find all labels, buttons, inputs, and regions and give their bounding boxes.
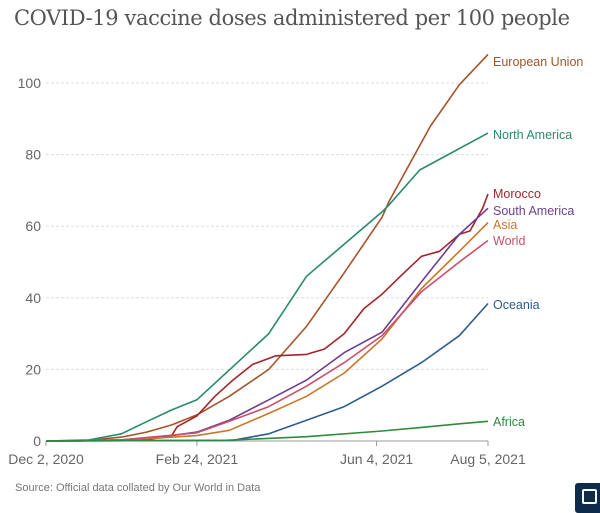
chart-title: COVID-19 vaccine doses administered per … xyxy=(14,6,570,30)
y-tick-label: 100 xyxy=(18,75,42,91)
y-tick-label: 40 xyxy=(25,290,41,306)
series-label: Morocco xyxy=(493,187,541,201)
series-line-world xyxy=(45,239,489,442)
y-tick-label: 60 xyxy=(25,218,41,234)
y-tick-label: 80 xyxy=(25,147,41,163)
x-tick-label: Feb 24, 2021 xyxy=(156,451,239,467)
series-label: Africa xyxy=(493,415,525,429)
series-label: World xyxy=(493,234,525,248)
x-tick-label: Jun 4, 2021 xyxy=(340,451,413,467)
series-label: North America xyxy=(493,128,572,142)
x-tick-label: Aug 5, 2021 xyxy=(450,451,526,467)
y-tick-label: 20 xyxy=(25,361,41,377)
series-line-asia xyxy=(45,222,489,442)
x-tick-label: Dec 2, 2020 xyxy=(8,451,84,467)
series-line-morocco xyxy=(45,193,489,442)
source-note: Source: Official data collated by Our Wo… xyxy=(15,482,261,494)
series-line-south-america xyxy=(45,207,489,442)
series-label: South America xyxy=(493,204,574,218)
series-line-oceania xyxy=(45,302,489,442)
series-label: European Union xyxy=(493,55,583,69)
series-line-european-union xyxy=(46,53,489,442)
series-line-africa xyxy=(45,420,489,442)
series-line-north-america xyxy=(45,132,489,442)
series-label: Oceania xyxy=(493,298,540,312)
y-tick-label: 0 xyxy=(33,433,41,449)
logo-glyph xyxy=(582,489,597,504)
owid-logo-icon[interactable] xyxy=(575,483,600,513)
series-label: Asia xyxy=(493,218,517,232)
